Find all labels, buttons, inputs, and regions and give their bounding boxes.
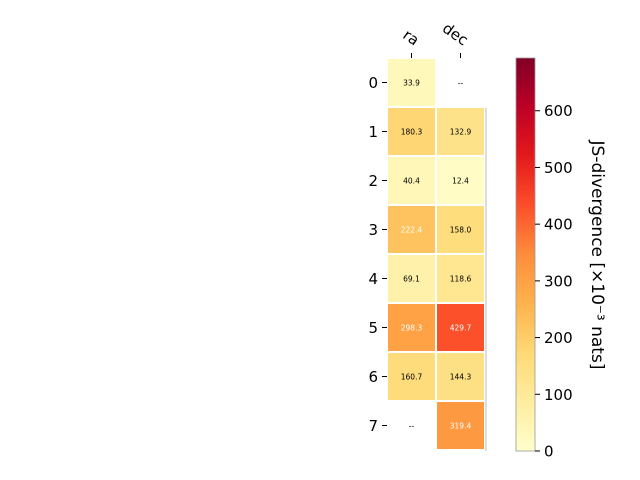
row-label-2: 2 — [368, 172, 378, 190]
heatmap-cell-2-dec — [437, 157, 484, 204]
colorbar-ticks: 0 100 200 300 400 500 600 — [535, 102, 573, 461]
cell-value-7-dec: 319.4 — [450, 422, 472, 431]
colorbar-tick-label-600: 600 — [544, 102, 573, 120]
row-label-0: 0 — [368, 74, 378, 92]
heatmap-cell-3-ra — [388, 206, 435, 253]
column-labels: ra dec — [400, 19, 472, 58]
colorbar-tick-label-500: 500 — [544, 159, 573, 177]
column-label-ra: ra — [400, 26, 423, 50]
colorbar: 0 100 200 300 400 500 600 JS-divergence [×10⁻³… — [515, 57, 607, 461]
cell-value-5-ra: 298.3 — [401, 324, 423, 333]
cell-value-2-ra: 40.4 — [403, 177, 420, 186]
cell-value-3-dec: 158.0 — [450, 226, 472, 235]
cell-value-1-ra: 180.3 — [401, 128, 423, 137]
column-label-dec: dec — [439, 19, 471, 49]
cell-value-5-dec: 429.7 — [450, 324, 472, 333]
row-label-7: 7 — [368, 417, 378, 435]
row-label-5: 5 — [368, 319, 378, 337]
heatmap-cell-1-dec — [437, 108, 484, 155]
heatmap-cell-3-dec — [437, 206, 484, 253]
heatmap-cell-4-dec — [437, 255, 484, 302]
row-label-3: 3 — [368, 221, 378, 239]
row-label-6: 6 — [368, 368, 378, 386]
cell-value-6-dec: 144.3 — [450, 373, 472, 382]
heatmap-cell-0-ra — [388, 59, 435, 106]
colorbar-tick-label-400: 400 — [544, 216, 573, 234]
row-labels: 0 1 2 3 4 5 6 7 — [368, 74, 387, 435]
heatmap-cell-6-dec — [437, 353, 484, 400]
cell-value-2-dec: 12.4 — [452, 177, 469, 186]
cell-value-3-ra: 222.4 — [401, 226, 423, 235]
cell-value-0-dec: -- — [458, 79, 464, 88]
colorbar-tick-label-100: 100 — [544, 386, 573, 404]
heatmap-cells: 33.9 -- 180.3 132.9 40.4 12.4 222.4 158.0 69.1 11… — [388, 59, 484, 449]
row-label-1: 1 — [368, 123, 378, 141]
cell-value-1-dec: 132.9 — [450, 128, 472, 137]
cell-value-7-ra: -- — [409, 422, 415, 431]
colorbar-tick-label-200: 200 — [544, 329, 573, 347]
cell-value-0-ra: 33.9 — [403, 79, 420, 88]
row-label-4: 4 — [368, 270, 378, 288]
colorbar-gradient — [515, 57, 536, 452]
heatmap-cell-2-ra — [388, 157, 435, 204]
heatmap-cell-7-dec — [437, 402, 484, 449]
heatmap-cell-6-ra — [388, 353, 435, 400]
cell-value-4-ra: 69.1 — [403, 275, 420, 284]
heatmap-cell-5-dec — [437, 304, 484, 351]
heatmap-cell-1-ra — [388, 108, 435, 155]
colorbar-tick-label-300: 300 — [544, 272, 573, 290]
colorbar-tick-label-0: 0 — [544, 443, 554, 461]
heatmap-cell-4-ra — [388, 255, 435, 302]
colorbar-label: JS-divergence [×10⁻³ nats] — [587, 140, 607, 370]
cell-value-6-ra: 160.7 — [401, 373, 423, 382]
heatmap-cell-5-ra — [388, 304, 435, 351]
cell-value-4-dec: 118.6 — [450, 275, 472, 284]
